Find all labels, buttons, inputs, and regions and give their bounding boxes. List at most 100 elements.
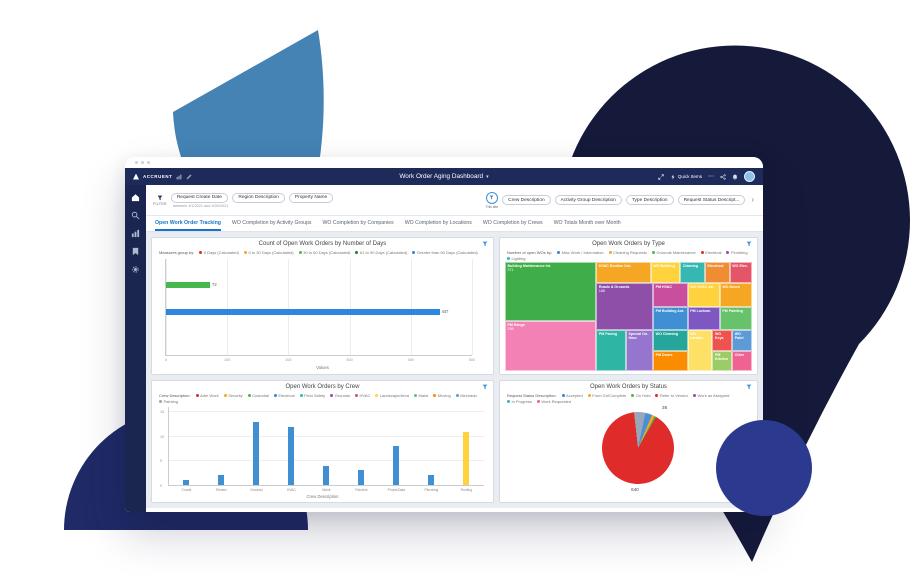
this-site-button[interactable]: This site xyxy=(486,191,498,209)
filter-chip[interactable]: Region Description xyxy=(232,192,285,203)
treemap-cell[interactable]: PM Kitchen xyxy=(712,350,733,372)
tab-wo-completion-by-companies[interactable]: WO Completion by Companies xyxy=(322,219,394,226)
treemap-cell[interactable]: Cleaning xyxy=(680,262,706,283)
mini-grid-icon[interactable] xyxy=(176,174,182,180)
chart-icon[interactable] xyxy=(131,229,140,238)
tab-wo-totals-month-over-month[interactable]: WO Totals Month over Month xyxy=(553,219,621,226)
bar[interactable] xyxy=(183,480,190,485)
panel-filter-icon[interactable] xyxy=(746,384,752,390)
filter-chip-group: Activity Group Description xyxy=(554,195,622,205)
treemap-cell-label: PM Painting xyxy=(722,308,743,313)
home-icon[interactable] xyxy=(131,193,140,202)
treemap-cell[interactable]: WO Building xyxy=(650,262,681,283)
treemap-cell[interactable]: PM Doors xyxy=(653,350,688,372)
bar[interactable] xyxy=(288,426,295,485)
panel-filter-icon[interactable] xyxy=(746,241,752,247)
treemap-cell[interactable]: WO Paint xyxy=(732,329,752,351)
search-icon[interactable] xyxy=(131,211,140,220)
bar[interactable] xyxy=(323,465,330,485)
legend-item: 0 Days (Calculated) xyxy=(199,250,239,255)
category-label: Painters xyxy=(355,488,368,492)
more-menu-icon[interactable]: ⋯ xyxy=(708,173,714,180)
notifications-icon[interactable] xyxy=(732,174,738,180)
tab-wo-completion-by-locations[interactable]: WO Completion by Locations xyxy=(404,219,472,226)
filter-chip[interactable]: Crew Description xyxy=(502,195,551,205)
bar[interactable] xyxy=(358,470,365,485)
legend-swatch xyxy=(506,257,510,260)
treemap-cell[interactable]: WO Doors xyxy=(719,282,752,307)
chart-title: Open Work Orders by Type xyxy=(592,241,665,247)
quick-items-button[interactable]: Quick Items xyxy=(670,174,702,180)
filter-chip-group: Type Description xyxy=(625,195,674,205)
filter-chip[interactable]: Request Create Date xyxy=(170,192,229,203)
legend-item: Maint xyxy=(414,393,428,398)
category-label: Plumbing xyxy=(424,488,439,492)
treemap-cell-label: PM HVAC xyxy=(655,284,672,289)
treemap-cell[interactable]: Building Maintenance Int. 371 xyxy=(504,262,597,322)
legend-swatch xyxy=(355,251,359,254)
window-control-dot[interactable] xyxy=(141,161,144,164)
filter-chip[interactable]: Type Description xyxy=(625,195,674,205)
filter-chip[interactable]: Property Name xyxy=(288,192,334,203)
avatar[interactable] xyxy=(744,171,755,182)
tab-wo-completion-by-activity-groups[interactable]: WO Completion by Activity Groups xyxy=(231,219,312,226)
treemap-cell[interactable]: PM Range 298 xyxy=(504,321,597,372)
treemap-cell[interactable]: WO Cleaning xyxy=(653,329,688,351)
filter-chip[interactable]: Activity Group Description xyxy=(554,195,622,205)
treemap-cell[interactable]: Electrical xyxy=(705,262,730,283)
treemap-cell[interactable]: PM HVAC xyxy=(653,282,688,307)
panel-filter-icon[interactable] xyxy=(482,384,488,390)
chevron-down-icon: ▾ xyxy=(486,173,489,180)
bookmark-icon[interactable] xyxy=(131,247,140,256)
pie[interactable] xyxy=(602,412,675,485)
treemap-cell[interactable]: WO Elec. xyxy=(729,262,752,283)
tab-wo-completion-by-crews[interactable]: WO Completion by Crews xyxy=(482,219,543,226)
treemap-cell[interactable]: PM Building Aut. xyxy=(653,306,688,330)
tab-open-work-order-tracking[interactable]: Open Work Order Tracking xyxy=(155,216,221,231)
legend-item: Mechanic xyxy=(455,393,477,398)
legend-item: 30 to 60 Days (Calculated) xyxy=(298,250,350,255)
bar[interactable] xyxy=(253,421,260,485)
legend-swatch xyxy=(355,394,359,398)
chart-legend: Measures group by: 0 Days (Calculated) 0 t… xyxy=(157,249,488,256)
bar-column: Electric xyxy=(216,407,227,492)
filter-chip[interactable]: Request Status Descript... xyxy=(677,195,746,205)
bar[interactable] xyxy=(463,431,470,485)
treemap-cell[interactable]: PM Painting xyxy=(719,306,752,330)
settings-icon[interactable] xyxy=(131,265,140,274)
treemap-cell[interactable]: PM Locksm. xyxy=(687,306,720,330)
bar[interactable] xyxy=(166,282,211,289)
quick-items-icon xyxy=(670,174,676,180)
panel-filter-icon[interactable] xyxy=(482,241,488,247)
axis-tick-label: 15 xyxy=(160,410,165,415)
legend-swatch xyxy=(299,394,303,398)
legend-swatch xyxy=(159,400,162,404)
treemap-cell-label: WO Elec. xyxy=(732,264,748,268)
bar[interactable] xyxy=(428,475,435,485)
share-icon[interactable] xyxy=(720,173,726,180)
window-control-dot[interactable] xyxy=(147,161,150,164)
window-control-dot[interactable] xyxy=(135,161,138,164)
tab-bar: Open Work Order Tracking WO Completion by… xyxy=(146,216,763,232)
legend-item: From Go/Complete xyxy=(587,393,626,398)
chevron-right-icon[interactable]: › xyxy=(751,195,754,204)
treemap-cell[interactable]: PM Paving xyxy=(596,329,626,372)
treemap-cell[interactable]: WO HVAC Int. xyxy=(687,282,720,307)
treemap-cell[interactable]: WO Landsc. xyxy=(687,329,713,372)
legend-item: 0 to 30 Days (Calculated) xyxy=(243,250,294,255)
bar-column: Plumbing xyxy=(425,407,438,492)
treemap-cell[interactable]: Special On-Hour xyxy=(626,329,654,372)
filter-button[interactable]: FILTER xyxy=(153,195,167,206)
expand-icon[interactable] xyxy=(658,173,664,180)
mini-edit-icon[interactable] xyxy=(186,173,192,180)
dashboard-title[interactable]: Work Order Aging Dashboard ▾ xyxy=(399,173,488,180)
treemap-cell[interactable]: Other xyxy=(732,350,752,372)
treemap-cell[interactable]: WO Keys xyxy=(712,329,733,351)
bar[interactable] xyxy=(393,446,400,485)
bar-value-label: 72 xyxy=(212,282,217,288)
treemap-cell[interactable]: Roads & Grounds 188 xyxy=(596,282,654,330)
legend-item: Electrical xyxy=(700,250,721,255)
bar[interactable] xyxy=(166,309,440,316)
treemap-cell[interactable]: HVAC Routine Out. xyxy=(596,262,651,283)
bar[interactable] xyxy=(218,475,225,485)
